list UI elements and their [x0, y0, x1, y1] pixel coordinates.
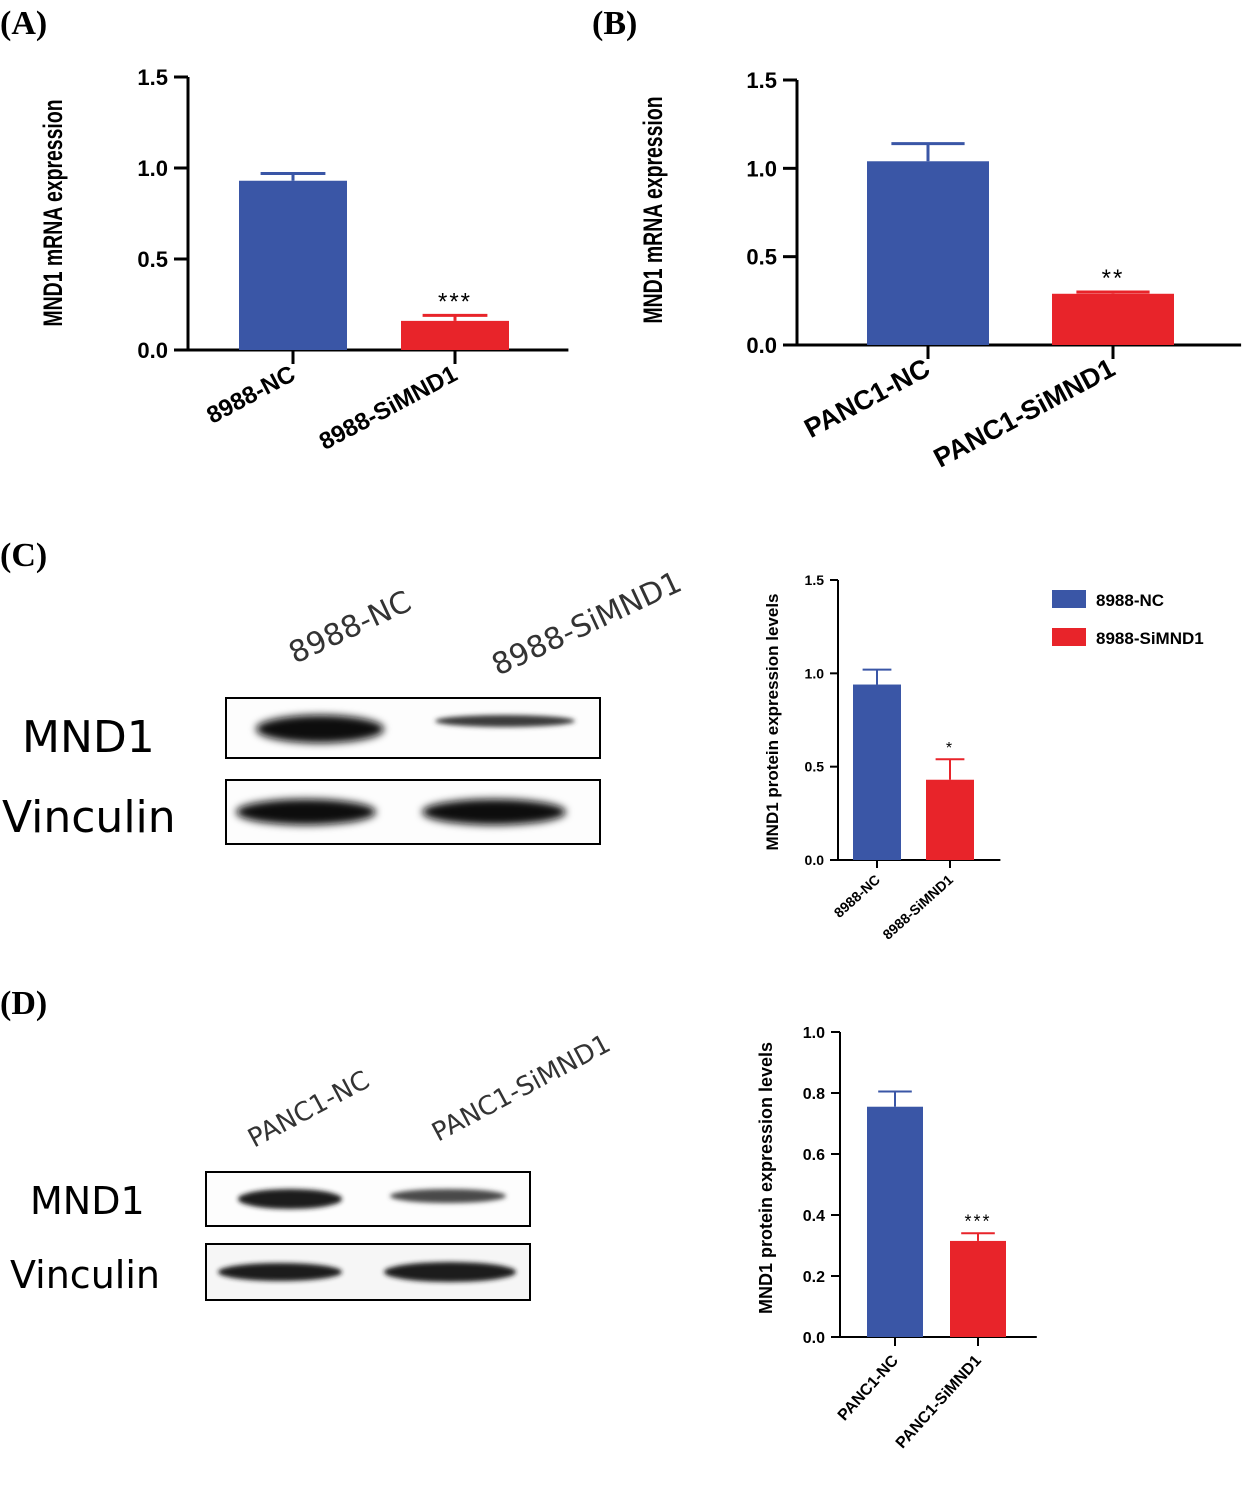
legend-c: 8988-NC 8988-SiMND1: [1052, 590, 1204, 648]
chart-c-ytick-label-0: 0.0: [805, 852, 825, 868]
chart-b-ytick-label-2: 1.0: [746, 156, 777, 181]
legend-label-si: 8988-SiMND1: [1096, 629, 1204, 648]
chart-d-ylabel: MND1 protein expression levels: [756, 1042, 776, 1314]
chart-a-bar-0: [239, 180, 347, 350]
chart-d-significance-1: ***: [964, 1211, 991, 1231]
chart-a-ytick-label-2: 1.0: [137, 156, 168, 181]
blot-d-lane-label-si: PANC1-SiMND1: [427, 1029, 615, 1148]
chart-a: 0.0 0.5 1.0 1.5 MND1 mRNA expression 8988-NC *…: [38, 65, 569, 456]
blot-d-band-vinculin-nc: [218, 1263, 342, 1281]
panel-label-b: (B): [592, 5, 637, 42]
blot-d: PANC1-NC PANC1-SiMND1 MND1 Vinculin: [10, 1029, 616, 1301]
chart-a-category-label-1: 8988-SiMND1: [315, 360, 462, 455]
chart-b-category-label-1: PANC1-SiMND1: [929, 353, 1120, 474]
panel-label-a: (A): [0, 5, 47, 42]
chart-c-ytick-label-1: 0.5: [805, 759, 825, 775]
legend-label-nc: 8988-NC: [1096, 591, 1164, 610]
chart-a-ytick-label-0: 0.0: [137, 338, 168, 363]
chart-c-significance-1: *: [946, 740, 954, 757]
chart-d-ytick-label-3: 0.6: [803, 1147, 825, 1164]
chart-b-significance-1: **: [1102, 265, 1125, 292]
chart-c-bar-0: [853, 684, 901, 860]
chart-d-ytick-label-2: 0.4: [803, 1208, 825, 1225]
chart-b-bar-0: [867, 161, 989, 345]
blot-d-band-mnd1-si: [390, 1189, 506, 1203]
chart-c-bar-1: [926, 779, 974, 860]
legend-swatch-nc: [1052, 590, 1086, 608]
chart-a-ylabel: MND1 mRNA expression: [38, 99, 68, 326]
chart-d-category-label-0: PANC1-NC: [835, 1352, 902, 1424]
chart-b-ytick-label-1: 0.5: [746, 245, 777, 270]
blot-d-row-label-vinculin: Vinculin: [10, 1253, 160, 1297]
blot-c-band-mnd1-si: [435, 715, 575, 727]
blot-c-row-label-mnd1: MND1: [22, 712, 155, 763]
chart-d-category-label-1: PANC1-SiMND1: [893, 1352, 985, 1452]
chart-d-bar-1: [950, 1240, 1006, 1337]
chart-d-ytick-label-1: 0.2: [803, 1269, 825, 1286]
chart-a-bar-1: [401, 320, 509, 350]
blot-d-band-mnd1-nc: [238, 1189, 342, 1209]
chart-c: 0.0 0.5 1.0 1.5 MND1 protein expression leve…: [763, 572, 1001, 943]
chart-c-ytick-label-2: 1.0: [805, 665, 825, 681]
blot-c-lane-label-si: 8988-SiMND1: [487, 565, 688, 683]
chart-a-category-label-0: 8988-NC: [202, 360, 299, 429]
chart-c-ytick-label-3: 1.5: [805, 572, 825, 588]
chart-d-ytick-label-5: 1.0: [803, 1025, 825, 1042]
chart-a-ytick-label-1: 0.5: [137, 247, 168, 272]
chart-b-category-label-0: PANC1-NC: [799, 353, 935, 444]
chart-b-ytick-label-0: 0.0: [746, 333, 777, 358]
blot-d-lane-label-nc: PANC1-NC: [243, 1065, 374, 1154]
blot-d-row-label-mnd1: MND1: [30, 1179, 145, 1223]
blot-c-band-mnd1-nc: [256, 715, 384, 743]
chart-a-ytick-label-3: 1.5: [137, 65, 168, 90]
blot-c-band-vinculin-nc: [236, 799, 376, 825]
chart-b-bar-1: [1052, 293, 1174, 345]
blot-d-band-vinculin-si: [384, 1262, 516, 1282]
chart-b-ytick-label-3: 1.5: [746, 68, 777, 93]
blot-c-band-vinculin-si: [422, 799, 566, 825]
blot-c-row-label-vinculin: Vinculin: [2, 792, 176, 843]
chart-c-category-label-1: 8988-SiMND1: [879, 871, 956, 942]
chart-d-ytick-label-0: 0.0: [803, 1330, 825, 1347]
chart-d-ytick-label-4: 0.8: [803, 1086, 825, 1103]
chart-a-significance-1: ***: [438, 288, 472, 315]
chart-b: 0.0 0.5 1.0 1.5 MND1 mRNA expression PANC1-NC…: [638, 68, 1242, 474]
chart-c-ylabel: MND1 protein expression levels: [763, 594, 782, 851]
blot-c: 8988-NC 8988-SiMND1 MND1 Vinculin: [2, 565, 688, 845]
chart-b-ylabel: MND1 mRNA expression: [638, 96, 668, 323]
chart-d-bar-0: [867, 1106, 923, 1337]
chart-d: 0.0 0.2 0.4 0.6 0.8 1.0 MND1 protein expressio…: [756, 1025, 1037, 1452]
chart-c-category-label-0: 8988-NC: [831, 871, 883, 920]
blot-c-lane-label-nc: 8988-NC: [284, 584, 417, 671]
panel-label-c: (C): [0, 537, 47, 574]
panel-label-d: (D): [0, 985, 47, 1022]
legend-swatch-si: [1052, 628, 1086, 646]
